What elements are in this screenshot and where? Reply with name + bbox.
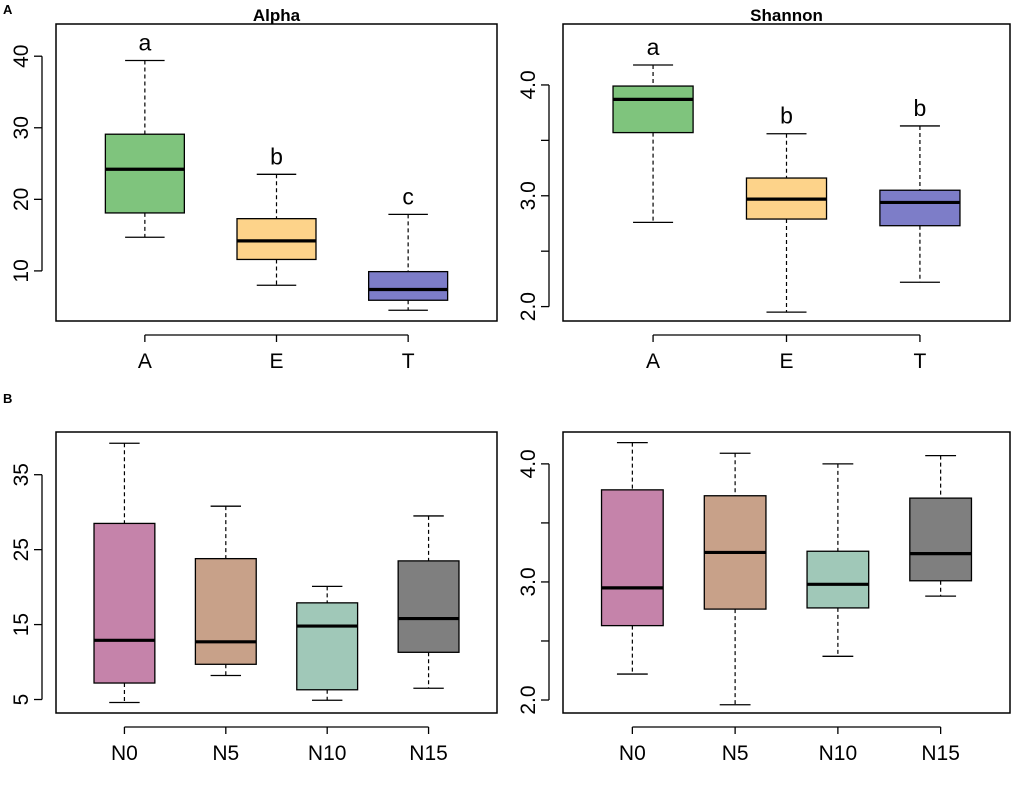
chart-title: Alpha [253,6,301,25]
y-tick-label: 2.0 [517,685,540,714]
boxplot-b-shannon: 2.0 3.0 4.0 N0 N5 N10 N15 [517,432,1010,765]
significance-label: c [402,183,414,209]
x-tick-label: N10 [819,742,858,765]
iqr-box [237,219,316,260]
boxplot-a-shannon: Shannon 2.0 3.0 4.0 A E Ta b b [517,6,1010,373]
box-n5 [195,506,256,675]
y-tick-label: 4.0 [517,449,540,478]
y-tick-label: 40 [10,45,33,68]
figure: A B Alpha10203040A E TabcShannon2.03.04.0A… [0,0,1021,786]
x-tick-label: N5 [212,742,239,765]
iqr-box [369,272,448,301]
chart-title: Shannon [750,6,823,25]
box-n10 [297,586,358,700]
box-n10 [807,464,869,656]
y-tick-label: 3.0 [517,181,540,210]
box-t: c [369,183,448,310]
iqr-box [880,190,960,225]
significance-label: b [914,95,927,121]
iqr-box [398,561,459,652]
x-tick-label: N10 [308,742,347,765]
y-tick-label: 20 [10,188,33,211]
box-n15 [398,516,459,688]
significance-label: b [270,143,283,169]
iqr-box [195,559,256,665]
x-tick-label: T [914,350,927,373]
box-n0 [94,443,155,702]
y-tick-label: 35 [10,463,33,486]
boxplot-a-alpha: Alpha 10 20 30 40 A E Ta b c [10,6,497,373]
significance-label: b [780,103,793,129]
iqr-box [94,523,155,683]
x-tick-label: E [269,350,283,373]
box-a: a [105,29,184,237]
x-tick-label: N0 [111,742,138,765]
iqr-box [613,86,693,133]
y-tick-label: 5 [10,694,33,706]
y-tick-label: 4.0 [517,70,540,99]
x-tick-label: E [779,350,793,373]
y-tick-label: 3.0 [517,567,540,596]
iqr-box [910,498,972,581]
x-tick-label: N15 [921,742,960,765]
iqr-box [105,134,184,213]
x-tick-label: T [402,350,415,373]
box-e: b [237,143,316,285]
box-n15 [910,456,972,597]
box-t: b [880,95,960,282]
y-tick-label: 10 [10,259,33,282]
x-tick-label: A [138,350,152,373]
iqr-box [297,603,358,690]
significance-label: a [647,34,660,60]
boxplot-b-alpha: 5 15 25 35 N0 N5 N10 N15 [10,432,497,765]
box-a: a [613,34,693,222]
box-n5 [704,453,766,704]
x-tick-label: N15 [409,742,448,765]
iqr-box [807,551,869,608]
panel-label-a: A [3,2,13,17]
plots-group: Alpha 10 20 30 40 A E Ta b c Shannon 2.0 3.0 4.0 A E Ta b… [10,6,1010,765]
panel-label-b: B [3,391,12,406]
x-tick-label: N5 [722,742,749,765]
x-tick-label: N0 [619,742,646,765]
box-n0 [602,443,664,674]
y-tick-label: 25 [10,538,33,561]
y-tick-label: 2.0 [517,292,540,321]
y-tick-label: 15 [10,613,33,636]
iqr-box [602,490,664,626]
significance-label: a [138,29,151,55]
x-tick-label: A [646,350,660,373]
box-e: b [746,103,826,312]
y-tick-label: 30 [10,116,33,139]
